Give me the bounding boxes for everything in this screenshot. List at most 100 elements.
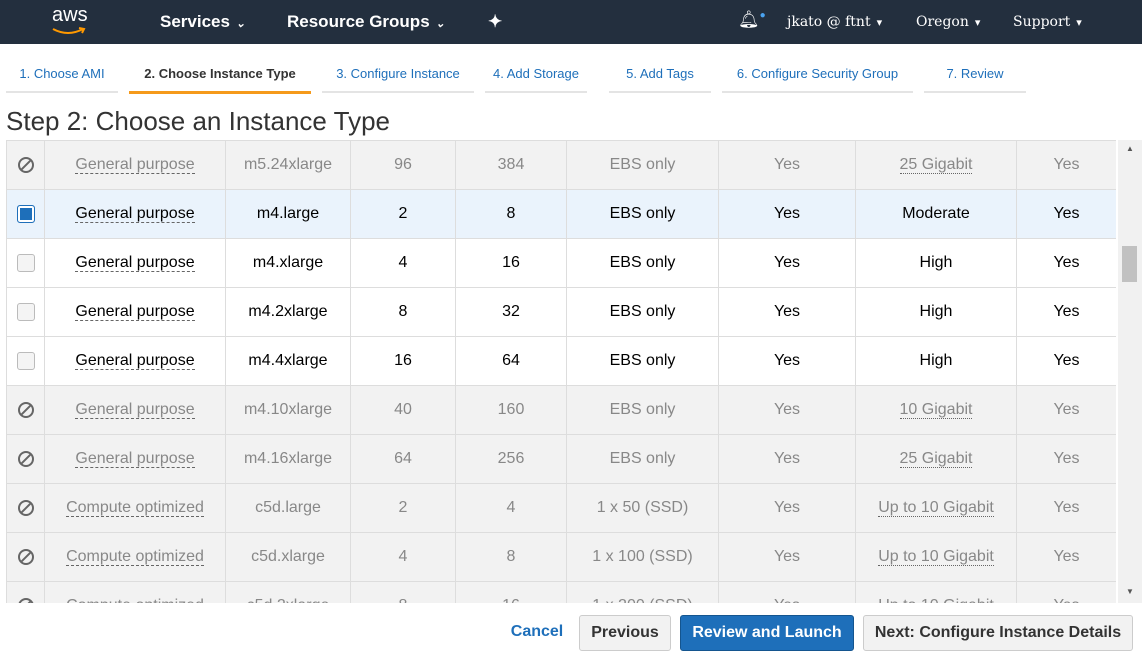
region-menu[interactable]: Oregon ▾ — [916, 14, 981, 30]
pin-icon[interactable]: ✦ — [488, 12, 503, 31]
table-row[interactable]: General purpose m4.xlarge 4 16 EBS only Yes Hi… — [6, 238, 1116, 288]
storage: 1 x 50 (SSD) — [596, 499, 689, 516]
wizard-step[interactable]: 1. Choose AMI — [6, 66, 118, 93]
bell-icon[interactable]: 🔔︎● — [738, 10, 766, 29]
vcpus: 8 — [399, 597, 408, 603]
wizard-step[interactable]: 5. Add Tags — [609, 66, 711, 93]
network: 25 Gigabit — [899, 156, 973, 174]
storage-cell: EBS only — [566, 140, 719, 190]
instance-type-cell: m4.16xlarge — [225, 434, 351, 484]
table-row[interactable]: General purpose m4.large 2 8 EBS only Yes Mode… — [6, 189, 1116, 239]
vcpus-cell: 8 — [350, 287, 456, 337]
family: General purpose — [75, 450, 195, 468]
storage-cell: EBS only — [566, 434, 719, 484]
wizard-step[interactable]: 2. Choose Instance Type — [129, 66, 311, 94]
ebs-optimized: Yes — [773, 303, 801, 320]
ebs-optimized-cell: Yes — [718, 483, 856, 533]
services-menu[interactable]: Services ⌄ — [160, 12, 246, 31]
select-cell — [6, 385, 45, 435]
logo[interactable]: aws — [52, 4, 88, 26]
select-cell — [6, 483, 45, 533]
ipv6-cell: Yes — [1016, 287, 1116, 337]
table-row: General purpose m5.24xlarge 96 384 EBS only Y… — [6, 140, 1116, 190]
cancel-button[interactable]: Cancel — [510, 623, 564, 640]
checkbox[interactable] — [16, 204, 35, 223]
ebs-optimized-cell: Yes — [718, 532, 856, 582]
resource-groups: Resource Groups — [287, 12, 430, 31]
ebs-optimized: Yes — [773, 205, 801, 222]
select-cell — [6, 581, 45, 603]
family: General purpose — [75, 401, 195, 419]
user-menu[interactable]: jkato @ ftnt ▾ — [787, 14, 883, 30]
ipv6-cell: Yes — [1016, 336, 1116, 386]
storage: EBS only — [609, 254, 676, 271]
network: Moderate — [902, 205, 970, 222]
table-row[interactable]: General purpose m4.2xlarge 8 32 EBS only Yes H… — [6, 287, 1116, 337]
ipv6-cell: Yes — [1016, 434, 1116, 484]
vcpus-cell: 96 — [350, 140, 456, 190]
vcpus: 4 — [398, 548, 408, 565]
family: General purpose — [75, 303, 195, 321]
ipv6-cell: Yes — [1016, 189, 1116, 239]
ipv6-cell: Yes — [1016, 483, 1116, 533]
ebs-optimized: Yes — [773, 401, 801, 418]
review-button[interactable]: Review and Launch — [680, 615, 854, 651]
ebs-optimized: Yes — [773, 450, 801, 467]
ipv6-cell: Yes — [1016, 385, 1116, 435]
family: General purpose — [75, 254, 195, 272]
instance-type: m4.4xlarge — [248, 352, 328, 369]
ipv6: Yes — [1053, 548, 1080, 565]
storage-cell: EBS only — [566, 238, 719, 288]
memory-cell: 160 — [455, 385, 567, 435]
table-row: General purpose m4.10xlarge 40 160 EBS only Y… — [6, 385, 1116, 435]
network-cell: 25 Gigabit — [855, 434, 1017, 484]
network: Up to 10 Gigabit — [878, 499, 994, 517]
ebs-optimized: Yes — [773, 352, 801, 369]
family: Compute optimized — [66, 597, 204, 603]
memory-cell: 16 — [455, 238, 567, 288]
storage-cell: 1 x 100 (SSD) — [566, 532, 719, 582]
instance-table: General purpose m5.24xlarge 96 384 EBS only Y… — [6, 140, 1116, 603]
vcpus-cell: 4 — [350, 532, 456, 582]
family-cell: Compute optimized — [44, 483, 226, 533]
select-cell — [6, 287, 45, 337]
memory: 8 — [506, 205, 516, 222]
instance-type-cell: c5d.2xlarge — [225, 581, 351, 603]
scrollbar[interactable]: ▲ ▼ — [1118, 140, 1142, 603]
family-cell: General purpose — [44, 189, 226, 239]
resource-groups-menu[interactable]: Resource Groups ⌄ — [287, 12, 445, 31]
support-menu[interactable]: Support ▾ — [1013, 14, 1082, 30]
checkbox[interactable] — [16, 351, 35, 370]
top-nav: aws Services ⌄ Resource Groups ⌄ ✦ 🔔︎● jka… — [0, 0, 1142, 44]
checkbox[interactable] — [16, 302, 35, 321]
network-cell: High — [855, 336, 1017, 386]
family-cell: General purpose — [44, 238, 226, 288]
scroll-thumb[interactable] — [1122, 246, 1137, 282]
wizard-step[interactable]: 7. Review — [924, 66, 1026, 93]
ipv6: Yes — [1053, 254, 1080, 271]
wizard-step[interactable]: 4. Add Storage — [485, 66, 587, 93]
select-cell — [6, 189, 45, 239]
memory: 64 — [502, 352, 520, 369]
instance-type: c5d.xlarge — [251, 548, 325, 565]
table-row[interactable]: General purpose m4.4xlarge 16 64 EBS only Yes… — [6, 336, 1116, 386]
previous-button[interactable]: Previous — [579, 615, 671, 651]
network: High — [919, 254, 953, 271]
storage: EBS only — [609, 352, 676, 369]
memory-cell: 8 — [455, 532, 567, 582]
storage-cell: EBS only — [566, 385, 719, 435]
ipv6: Yes — [1053, 597, 1079, 603]
select-cell — [6, 336, 45, 386]
checkbox[interactable] — [16, 253, 35, 272]
ebs-optimized: Yes — [774, 597, 800, 603]
user: jkato @ ftnt — [787, 14, 871, 30]
storage-cell: EBS only — [566, 189, 719, 239]
next-button[interactable]: Next: Configure Instance Details — [863, 615, 1133, 651]
instance-type-cell: m4.large — [225, 189, 351, 239]
wizard-step[interactable]: 3. Configure Instance — [322, 66, 474, 93]
storage: 1 x 200 (SSD) — [592, 597, 692, 603]
ipv6: Yes — [1053, 156, 1080, 173]
table-row: General purpose m4.16xlarge 64 256 EBS only Y… — [6, 434, 1116, 484]
ebs-optimized-cell: Yes — [718, 238, 856, 288]
wizard-step[interactable]: 6. Configure Security Group — [722, 66, 913, 93]
